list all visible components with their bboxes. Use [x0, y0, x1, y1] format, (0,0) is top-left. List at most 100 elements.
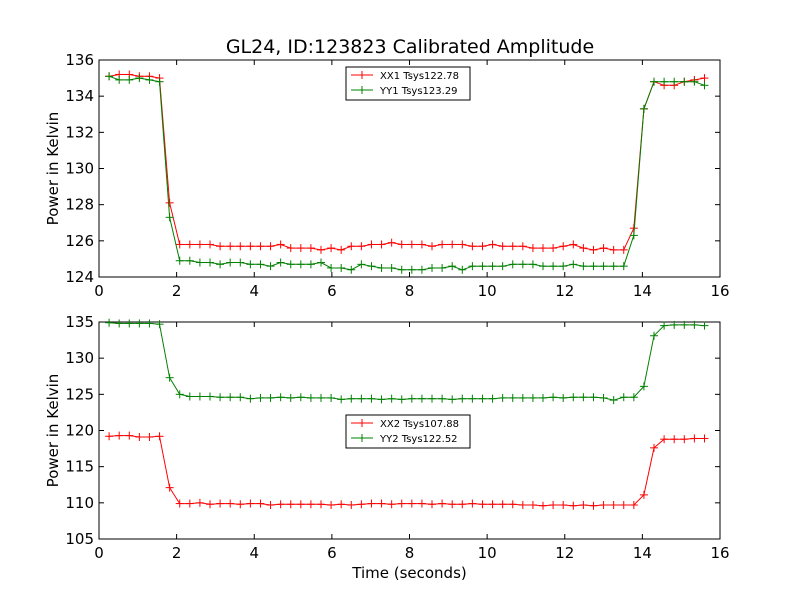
data-point [528, 244, 537, 253]
data-point [145, 319, 154, 328]
data-point [377, 263, 386, 272]
data-point [680, 435, 689, 444]
data-point [387, 263, 396, 272]
x-tick-label: 16 [710, 282, 729, 300]
data-point [458, 240, 467, 249]
y-tick-label: 115 [65, 458, 94, 476]
data-point [589, 393, 598, 402]
data-point [478, 394, 487, 403]
x-tick-label: 12 [555, 282, 574, 300]
x-tick-label: 6 [327, 282, 337, 300]
data-point [175, 256, 184, 265]
data-point [317, 393, 326, 402]
y-tick-label: 135 [65, 313, 94, 331]
data-point [105, 432, 114, 441]
data-point [327, 244, 336, 253]
data-point [660, 77, 669, 86]
data-point [609, 262, 618, 271]
data-point [428, 242, 437, 251]
x-tick-label: 16 [710, 544, 729, 562]
legend: XX1 Tsys122.78 YY1 Tsys123.29 [345, 66, 471, 101]
data-point [145, 75, 154, 84]
data-point [105, 318, 114, 327]
data-point [185, 499, 194, 508]
data-point [115, 319, 124, 328]
data-point [498, 393, 507, 402]
data-point [508, 500, 517, 509]
data-point [306, 260, 315, 269]
data-point [579, 501, 588, 510]
data-point [549, 393, 558, 402]
data-point [407, 499, 416, 508]
data-point [337, 263, 346, 272]
data-point [175, 390, 184, 399]
data-point [206, 392, 215, 401]
y-tick-label: 125 [65, 385, 94, 403]
data-point [246, 242, 255, 251]
x-tick-label: 2 [172, 544, 182, 562]
data-point [115, 431, 124, 440]
data-point [468, 242, 477, 251]
data-point [125, 431, 134, 440]
data-point [256, 260, 265, 269]
data-point [266, 393, 275, 402]
data-point [629, 231, 638, 240]
data-point [539, 501, 548, 510]
data-point [518, 260, 527, 269]
data-point [236, 500, 245, 509]
data-point [286, 260, 295, 269]
data-point [438, 240, 447, 249]
data-point [650, 331, 659, 340]
x-tick-label: 4 [249, 282, 259, 300]
data-point [206, 258, 215, 267]
data-point [236, 393, 245, 402]
data-point [317, 258, 326, 267]
data-point [528, 260, 537, 269]
data-point [306, 244, 315, 253]
legend-label: XX2 Tsys107.88 [380, 419, 459, 430]
data-point [226, 499, 235, 508]
legend-entry: YY2 Tsys122.52 [351, 434, 458, 445]
data-point [639, 104, 648, 113]
data-point [488, 240, 497, 249]
data-point [619, 262, 628, 271]
data-point [125, 75, 134, 84]
data-point [135, 433, 144, 442]
data-point [639, 382, 648, 391]
data-point [508, 393, 517, 402]
x-tick-label: 8 [405, 544, 415, 562]
data-point [357, 242, 366, 251]
data-point [690, 320, 699, 329]
data-point [266, 501, 275, 510]
data-point [488, 500, 497, 509]
data-point [226, 242, 235, 251]
data-point [206, 240, 215, 249]
data-point [549, 501, 558, 510]
data-point [518, 242, 527, 251]
data-point [407, 394, 416, 403]
data-point [417, 394, 426, 403]
data-point [629, 393, 638, 402]
data-point [216, 499, 225, 508]
data-point [478, 500, 487, 509]
data-point [175, 499, 184, 508]
plots-container: 0 2 4 6 8 10 12 14 16124126128130132134136Power … [44, 51, 730, 582]
data-point [337, 395, 346, 404]
data-point [276, 258, 285, 267]
data-point [518, 501, 527, 510]
x-tick-label: 14 [633, 544, 652, 562]
data-point [377, 240, 386, 249]
data-point [428, 263, 437, 272]
y-tick-label: 128 [65, 196, 94, 214]
data-point [468, 262, 477, 271]
data-point [569, 501, 578, 510]
data-point [589, 501, 598, 510]
data-point [438, 499, 447, 508]
data-point [387, 238, 396, 247]
plot-2: 0 2 4 6 8 10 12 14 16 105 110 115 120 125 130 135 Power … [44, 313, 730, 582]
data-point [165, 213, 174, 222]
data-point [488, 394, 497, 403]
data-point [579, 393, 588, 402]
data-point [165, 373, 174, 382]
data-point [377, 499, 386, 508]
